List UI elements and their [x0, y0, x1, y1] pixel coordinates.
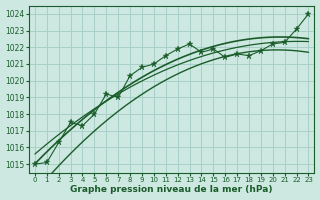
X-axis label: Graphe pression niveau de la mer (hPa): Graphe pression niveau de la mer (hPa) — [70, 185, 273, 194]
